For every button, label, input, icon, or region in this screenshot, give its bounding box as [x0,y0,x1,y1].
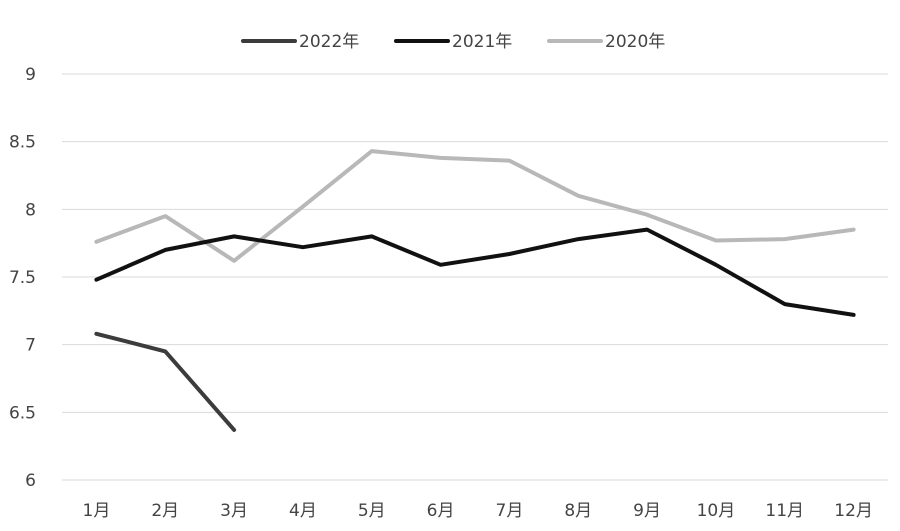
x-tick-label: 10月 [697,501,736,521]
series-group [94,149,856,432]
series-line-1 [94,227,856,317]
x-tick-label: 7月 [496,501,524,521]
x-tick-label: 3月 [220,501,248,521]
gridlines [62,73,888,481]
y-tick-label: 7 [25,336,36,356]
y-tick-label: 8.5 [9,133,36,153]
legend-label-0: 2022年 [299,32,359,52]
x-tick-label: 4月 [289,501,317,521]
legend: 2022年 2021年 2020年 [241,32,665,52]
y-tick-label: 6.5 [9,403,36,423]
x-tick-label: 8月 [564,501,592,521]
x-tick-label: 5月 [358,501,386,521]
x-tick-label: 1月 [83,501,111,521]
x-tick-label: 6月 [427,501,455,521]
y-tick-label: 7.5 [9,268,36,288]
x-tick-label: 2月 [151,501,179,521]
legend-label-1: 2021年 [452,32,512,52]
x-tick-label: 9月 [633,501,661,521]
series-line-0 [94,331,237,432]
y-axis: 9 8.5 8 7.5 7 6.5 6 [9,65,36,491]
y-tick-label: 9 [25,65,36,85]
x-tick-label: 12月 [834,501,873,521]
y-tick-label: 8 [25,200,36,220]
y-tick-label: 6 [25,471,36,491]
x-tick-label: 11月 [765,501,804,521]
x-axis: 1月 2月 3月 4月 5月 6月 7月 8月 9月 10月 11月 12月 [83,501,873,521]
legend-label-2: 2020年 [605,32,665,52]
series-line-2 [94,149,856,263]
